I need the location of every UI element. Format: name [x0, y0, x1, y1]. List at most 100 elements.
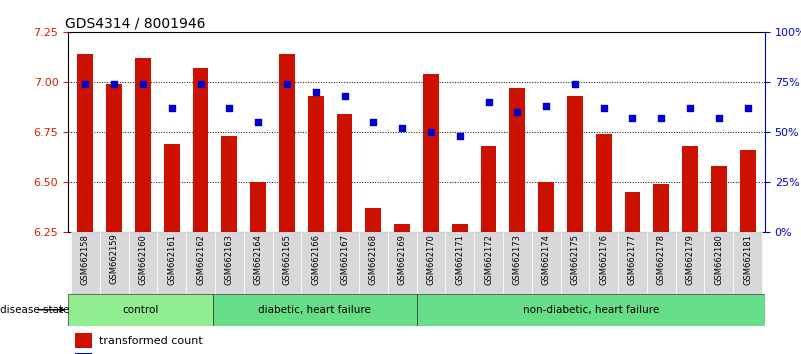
Text: GSM662163: GSM662163	[225, 234, 234, 285]
Point	[598, 105, 610, 111]
Text: GSM662179: GSM662179	[686, 234, 694, 285]
Point	[741, 105, 754, 111]
Bar	[272, 232, 301, 294]
Bar	[596, 134, 612, 232]
Text: GSM662180: GSM662180	[714, 234, 723, 285]
Bar	[740, 150, 755, 232]
Text: GSM662175: GSM662175	[570, 234, 579, 285]
Bar	[68, 294, 213, 326]
Text: GSM662173: GSM662173	[513, 234, 521, 285]
Text: control: control	[123, 305, 159, 315]
Bar	[215, 232, 244, 294]
Point	[79, 81, 92, 87]
Text: GDS4314 / 8001946: GDS4314 / 8001946	[65, 17, 205, 31]
Text: GSM662162: GSM662162	[196, 234, 205, 285]
Bar	[213, 294, 417, 326]
Text: GSM662176: GSM662176	[599, 234, 608, 285]
Bar	[107, 84, 122, 232]
Bar	[590, 232, 618, 294]
Point	[511, 109, 524, 115]
Bar	[244, 232, 272, 294]
Text: GSM662181: GSM662181	[743, 234, 752, 285]
Bar	[733, 232, 762, 294]
Point	[309, 89, 322, 95]
Bar	[388, 232, 417, 294]
Bar	[330, 232, 359, 294]
Bar	[157, 232, 186, 294]
Bar	[128, 232, 157, 294]
Point	[280, 81, 293, 87]
Text: GSM662166: GSM662166	[312, 234, 320, 285]
Point	[252, 119, 264, 125]
Point	[712, 115, 725, 121]
Text: GSM662167: GSM662167	[340, 234, 349, 285]
Bar	[417, 232, 445, 294]
Bar	[423, 74, 439, 232]
Bar	[192, 68, 208, 232]
Text: GSM662177: GSM662177	[628, 234, 637, 285]
Text: GSM662172: GSM662172	[484, 234, 493, 285]
Text: GSM662159: GSM662159	[110, 234, 119, 285]
Bar	[301, 232, 330, 294]
Point	[540, 103, 553, 109]
Bar	[359, 232, 388, 294]
Bar	[452, 224, 468, 232]
Point	[367, 119, 380, 125]
Point	[453, 133, 466, 139]
Text: GSM662171: GSM662171	[455, 234, 465, 285]
Bar	[618, 232, 647, 294]
Bar	[250, 182, 266, 232]
Bar	[561, 232, 590, 294]
Bar	[567, 96, 583, 232]
Point	[425, 129, 437, 135]
Text: GSM662165: GSM662165	[283, 234, 292, 285]
Point	[482, 99, 495, 105]
Bar	[705, 232, 733, 294]
Bar	[279, 54, 295, 232]
Point	[194, 81, 207, 87]
Bar	[186, 232, 215, 294]
Bar	[509, 88, 525, 232]
Point	[108, 81, 121, 87]
Bar	[308, 96, 324, 232]
Text: transformed count: transformed count	[99, 336, 203, 346]
Bar	[647, 232, 676, 294]
Point	[626, 115, 639, 121]
Bar	[100, 232, 128, 294]
Point	[655, 115, 668, 121]
Bar	[221, 136, 237, 232]
Bar	[676, 232, 705, 294]
Bar	[71, 232, 100, 294]
Bar	[625, 192, 641, 232]
Bar	[481, 146, 497, 232]
Point	[223, 105, 235, 111]
Bar	[474, 232, 503, 294]
Bar	[445, 232, 474, 294]
Point	[396, 125, 409, 131]
Text: GSM662168: GSM662168	[368, 234, 378, 285]
Text: GSM662160: GSM662160	[139, 234, 147, 285]
Text: GSM662174: GSM662174	[541, 234, 550, 285]
Bar	[164, 144, 179, 232]
Bar	[417, 294, 765, 326]
Bar	[336, 114, 352, 232]
Text: GSM662169: GSM662169	[397, 234, 407, 285]
Text: disease state: disease state	[0, 305, 70, 315]
Bar	[75, 333, 92, 348]
Bar	[654, 184, 669, 232]
Text: GSM662164: GSM662164	[254, 234, 263, 285]
Bar	[532, 232, 561, 294]
Point	[136, 81, 149, 87]
Text: GSM662170: GSM662170	[426, 234, 436, 285]
Bar	[78, 54, 93, 232]
Text: GSM662178: GSM662178	[657, 234, 666, 285]
Point	[338, 93, 351, 99]
Text: non-diabetic, heart failure: non-diabetic, heart failure	[522, 305, 659, 315]
Bar	[394, 224, 410, 232]
Bar	[135, 58, 151, 232]
Text: diabetic, heart failure: diabetic, heart failure	[259, 305, 372, 315]
Point	[165, 105, 178, 111]
Text: GSM662158: GSM662158	[81, 234, 90, 285]
Point	[569, 81, 582, 87]
Bar	[538, 182, 554, 232]
